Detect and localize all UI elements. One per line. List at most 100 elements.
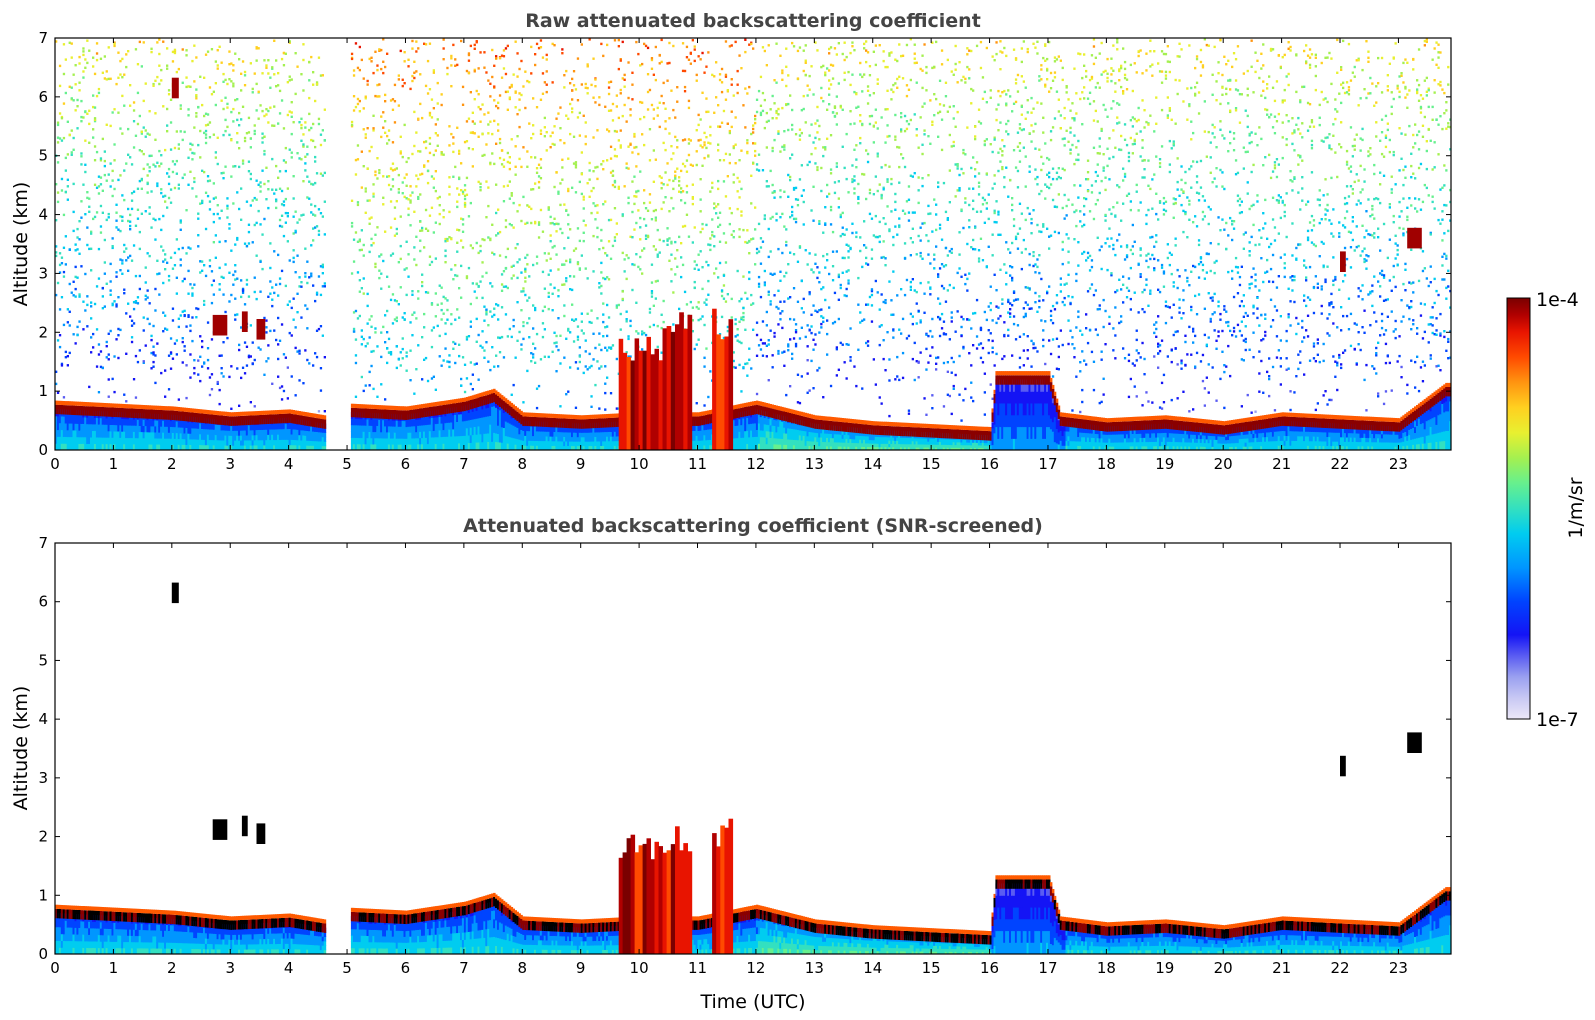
noise-pixel xyxy=(460,239,463,242)
noise-pixel xyxy=(596,211,599,214)
boundary-layer-cell xyxy=(372,419,375,426)
noise-pixel xyxy=(514,165,517,168)
noise-pixel xyxy=(255,47,258,50)
boundary-layer-cell xyxy=(421,443,424,450)
boundary-layer-cell xyxy=(380,419,383,427)
noise-pixel xyxy=(278,282,282,286)
noise-pixel xyxy=(103,77,106,80)
boundary-layer-cell xyxy=(354,443,358,450)
layer-top-band xyxy=(502,400,506,411)
noise-pixel xyxy=(448,185,451,188)
boundary-layer-cell xyxy=(487,407,490,417)
noise-pixel xyxy=(62,275,66,278)
layer-top-edge xyxy=(473,394,477,399)
noise-pixel xyxy=(625,162,628,165)
noise-pixel xyxy=(280,99,284,102)
noise-pixel xyxy=(56,191,60,194)
noise-pixel xyxy=(584,86,587,89)
noise-pixel xyxy=(56,121,60,124)
boundary-layer-cell xyxy=(241,440,245,446)
noise-pixel xyxy=(150,338,153,342)
boundary-layer-cell xyxy=(312,440,315,446)
noise-pixel xyxy=(530,72,533,75)
noise-pixel xyxy=(129,224,132,228)
noise-pixel xyxy=(635,221,638,225)
noise-pixel xyxy=(532,97,535,100)
noise-pixel xyxy=(380,135,383,139)
noise-pixel xyxy=(615,304,618,307)
layer-top-band xyxy=(228,416,231,426)
noise-pixel xyxy=(588,366,591,369)
noise-pixel xyxy=(518,203,521,207)
noise-pixel xyxy=(167,89,171,92)
noise-pixel xyxy=(74,275,77,279)
layer-top-edge xyxy=(323,415,327,420)
noise-pixel xyxy=(586,86,589,90)
noise-pixel xyxy=(510,85,513,88)
noise-pixel xyxy=(619,92,622,95)
boundary-layer-cell xyxy=(430,443,434,450)
noise-pixel xyxy=(302,382,305,385)
boundary-layer-cell xyxy=(440,443,443,450)
boundary-layer-cell xyxy=(528,425,531,432)
layer-top-edge xyxy=(144,405,148,410)
noise-pixel xyxy=(169,121,173,124)
noise-pixel xyxy=(282,127,286,130)
boundary-layer-cell xyxy=(592,436,595,442)
layer-top-band xyxy=(146,409,149,419)
noise-pixel xyxy=(84,139,87,142)
boundary-layer-cell xyxy=(70,429,74,438)
layer-top-edge xyxy=(547,413,551,418)
boundary-layer-cell xyxy=(280,434,284,440)
noise-pixel xyxy=(565,337,568,340)
boundary-layer-cell xyxy=(304,440,307,446)
boundary-layer-cell xyxy=(366,437,369,445)
layer-top-band xyxy=(321,419,325,429)
noise-pixel xyxy=(606,276,609,279)
boundary-layer-cell xyxy=(481,433,484,443)
noise-pixel xyxy=(191,286,194,290)
noise-pixel xyxy=(269,329,272,333)
layer-top-edge xyxy=(596,414,599,419)
noise-pixel xyxy=(195,56,198,59)
noise-pixel xyxy=(136,302,140,305)
noise-pixel xyxy=(615,94,618,97)
noise-pixel xyxy=(90,269,93,272)
noise-pixel xyxy=(376,226,379,229)
layer-top-band xyxy=(512,408,515,418)
noise-pixel xyxy=(105,356,108,359)
layer-top-band xyxy=(64,405,68,415)
noise-pixel xyxy=(613,179,617,183)
noise-pixel xyxy=(621,251,624,255)
boundary-layer-cell xyxy=(477,409,480,419)
noise-pixel xyxy=(220,275,223,279)
boundary-layer-cell xyxy=(532,425,535,432)
boundary-layer-cell xyxy=(460,413,463,422)
noise-pixel xyxy=(508,197,511,200)
boundary-layer-cell xyxy=(518,439,521,446)
noise-pixel xyxy=(582,332,585,335)
boundary-layer-cell xyxy=(265,444,268,450)
boundary-layer-cell xyxy=(132,418,136,426)
noise-pixel xyxy=(506,184,509,187)
noise-pixel xyxy=(245,364,249,367)
boundary-layer-cell xyxy=(508,429,512,438)
noise-pixel xyxy=(588,38,591,41)
layer-top-band xyxy=(534,417,537,427)
boundary-layer-cell xyxy=(236,425,239,431)
noise-pixel xyxy=(222,133,225,137)
noise-pixel xyxy=(212,90,215,93)
boundary-layer-cell xyxy=(551,445,554,450)
boundary-layer-cell xyxy=(506,436,510,444)
boundary-layer-cell xyxy=(419,443,422,450)
noise-pixel xyxy=(522,146,525,149)
layer-top-edge xyxy=(549,413,552,418)
noise-pixel xyxy=(395,345,398,348)
noise-pixel xyxy=(300,214,303,217)
noise-pixel xyxy=(251,87,254,91)
layer-top-edge xyxy=(438,401,442,406)
noise-pixel xyxy=(154,354,157,357)
boundary-layer-cell xyxy=(500,434,504,443)
layer-top-edge xyxy=(152,405,155,410)
noise-pixel xyxy=(84,309,87,312)
